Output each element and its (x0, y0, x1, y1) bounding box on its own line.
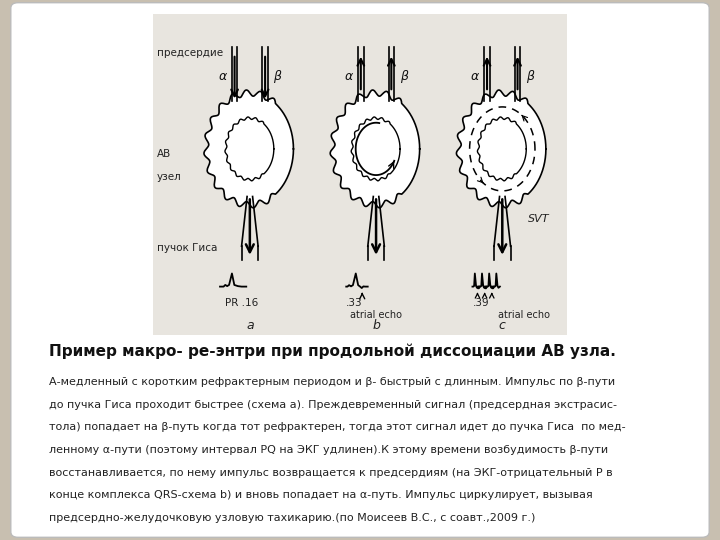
Text: до пучка Гиса проходит быстрее (схема а). Преждевременный сигнал (предсердная эк: до пучка Гиса проходит быстрее (схема а)… (49, 400, 616, 409)
Text: a: a (246, 319, 253, 332)
Text: узел: узел (157, 172, 182, 182)
Text: α: α (344, 70, 353, 83)
Text: .39: .39 (472, 298, 489, 308)
Text: PR .16: PR .16 (225, 298, 258, 308)
Text: β: β (526, 70, 534, 83)
Polygon shape (456, 90, 546, 208)
Text: предсердно-желудочковую узловую тахикарию.(по Моисеев В.С., с соавт.,2009 г.): предсердно-желудочковую узловую тахикари… (49, 513, 535, 523)
Polygon shape (477, 117, 526, 181)
Text: конце комплекса QRS-схема b) и вновь попадает на α-путь. Импульс циркулирует, вы: конце комплекса QRS-схема b) и вновь поп… (49, 490, 593, 500)
Text: c: c (499, 319, 505, 332)
Text: atrial echo: atrial echo (498, 310, 550, 320)
Text: .33: .33 (346, 298, 363, 308)
Polygon shape (225, 117, 274, 181)
Text: ленному α-пути (поэтому интервал PQ на ЭКГ удлинен).К этому времени возбудимость: ленному α-пути (поэтому интервал PQ на Э… (49, 445, 608, 455)
Text: SVT: SVT (528, 214, 549, 224)
Text: восстанавливается, по нему импульс возвращается к предсердиям (на ЭКГ-отрицатель: восстанавливается, по нему импульс возвр… (49, 468, 612, 477)
Text: тола) попадает на β-путь когда тот рефрактерен, тогда этот сигнал идет до пучка : тола) попадает на β-путь когда тот рефра… (49, 422, 625, 432)
Text: β: β (274, 70, 282, 83)
Text: β: β (400, 70, 408, 83)
Text: atrial echo: atrial echo (350, 310, 402, 320)
Text: предсердие: предсердие (157, 48, 223, 58)
Text: b: b (372, 319, 380, 332)
Text: АВ: АВ (157, 149, 171, 159)
Text: α: α (218, 70, 226, 83)
Text: α: α (471, 70, 479, 83)
Polygon shape (351, 117, 400, 181)
Text: А-медленный с коротким рефрактерным периодом и β- быстрый с длинным. Импульс по : А-медленный с коротким рефрактерным пери… (49, 377, 615, 387)
Text: пучок Гиса: пучок Гиса (157, 243, 217, 253)
Polygon shape (204, 90, 294, 208)
Text: Пример макро- ре-энтри при продольной диссоциации АВ узла.: Пример макро- ре-энтри при продольной ди… (49, 343, 616, 359)
FancyBboxPatch shape (149, 9, 571, 340)
Polygon shape (330, 90, 420, 208)
